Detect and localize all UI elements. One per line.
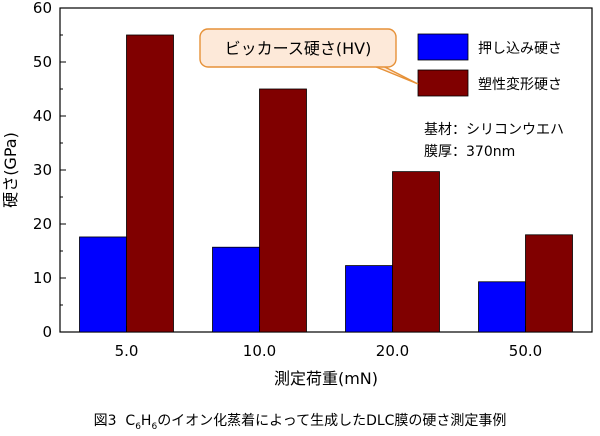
- bar-plastic-5.0: [126, 34, 174, 333]
- caption-figure-no: 図3: [93, 413, 117, 429]
- legend-label-indentation: 押し込み硬さ: [478, 41, 562, 57]
- x-tick-label: 10.0: [243, 342, 276, 360]
- y-axis: 0 10 20 30 40 50 60: [33, 0, 66, 341]
- callout-label: ビッカース硬さ(HV): [225, 39, 372, 58]
- bar-indentation-20.0: [345, 265, 393, 333]
- y-tick-label: 30: [33, 161, 52, 179]
- x-tick-label: 20.0: [376, 342, 409, 360]
- bar-indentation-5.0: [79, 236, 127, 333]
- bars: [79, 34, 573, 333]
- caption-text: のイオン化蒸着によって生成したDLC膜の硬さ測定事例: [157, 413, 507, 429]
- y-tick-label: 60: [33, 0, 52, 17]
- hv-callout: ビッカース硬さ(HV): [199, 28, 419, 85]
- caption-formula: C6H6: [125, 413, 158, 432]
- bar-plastic-50.0: [525, 234, 573, 333]
- y-tick-label: 40: [33, 107, 52, 125]
- y-tick-label: 50: [33, 53, 52, 71]
- plot-area: 0 10 20 30 40 50 60 5.0 10.0 20.0 50.0: [33, 0, 593, 360]
- bar-plastic-20.0: [392, 171, 440, 333]
- y-axis-title: 硬さ(GPa): [1, 132, 20, 208]
- bar-indentation-50.0: [478, 281, 526, 333]
- legend: 押し込み硬さ 塑性変形硬さ: [417, 33, 562, 97]
- legend-swatch-plastic: [417, 69, 469, 97]
- y-tick-label: 20: [33, 215, 52, 233]
- legend-swatch-indentation: [417, 33, 469, 61]
- bar-indentation-10.0: [212, 246, 260, 333]
- y-tick-label: 10: [33, 269, 52, 287]
- x-tick-label: 5.0: [115, 342, 139, 360]
- thickness-note: 膜厚：370nm: [424, 144, 515, 160]
- legend-label-plastic: 塑性変形硬さ: [478, 76, 562, 93]
- callout-box: [199, 28, 397, 68]
- bar-plastic-10.0: [259, 88, 307, 333]
- y-tick-label: 0: [42, 323, 52, 341]
- x-tick-label: 50.0: [509, 342, 542, 360]
- substrate-note: 基材：シリコンウエハ: [424, 121, 564, 138]
- figure-caption: 図3 C6H6のイオン化蒸着によって生成したDLC膜の硬さ測定事例: [0, 410, 600, 432]
- x-axis-title: 測定荷重(mN): [274, 369, 378, 388]
- x-axis: 5.0 10.0 20.0 50.0: [115, 326, 542, 360]
